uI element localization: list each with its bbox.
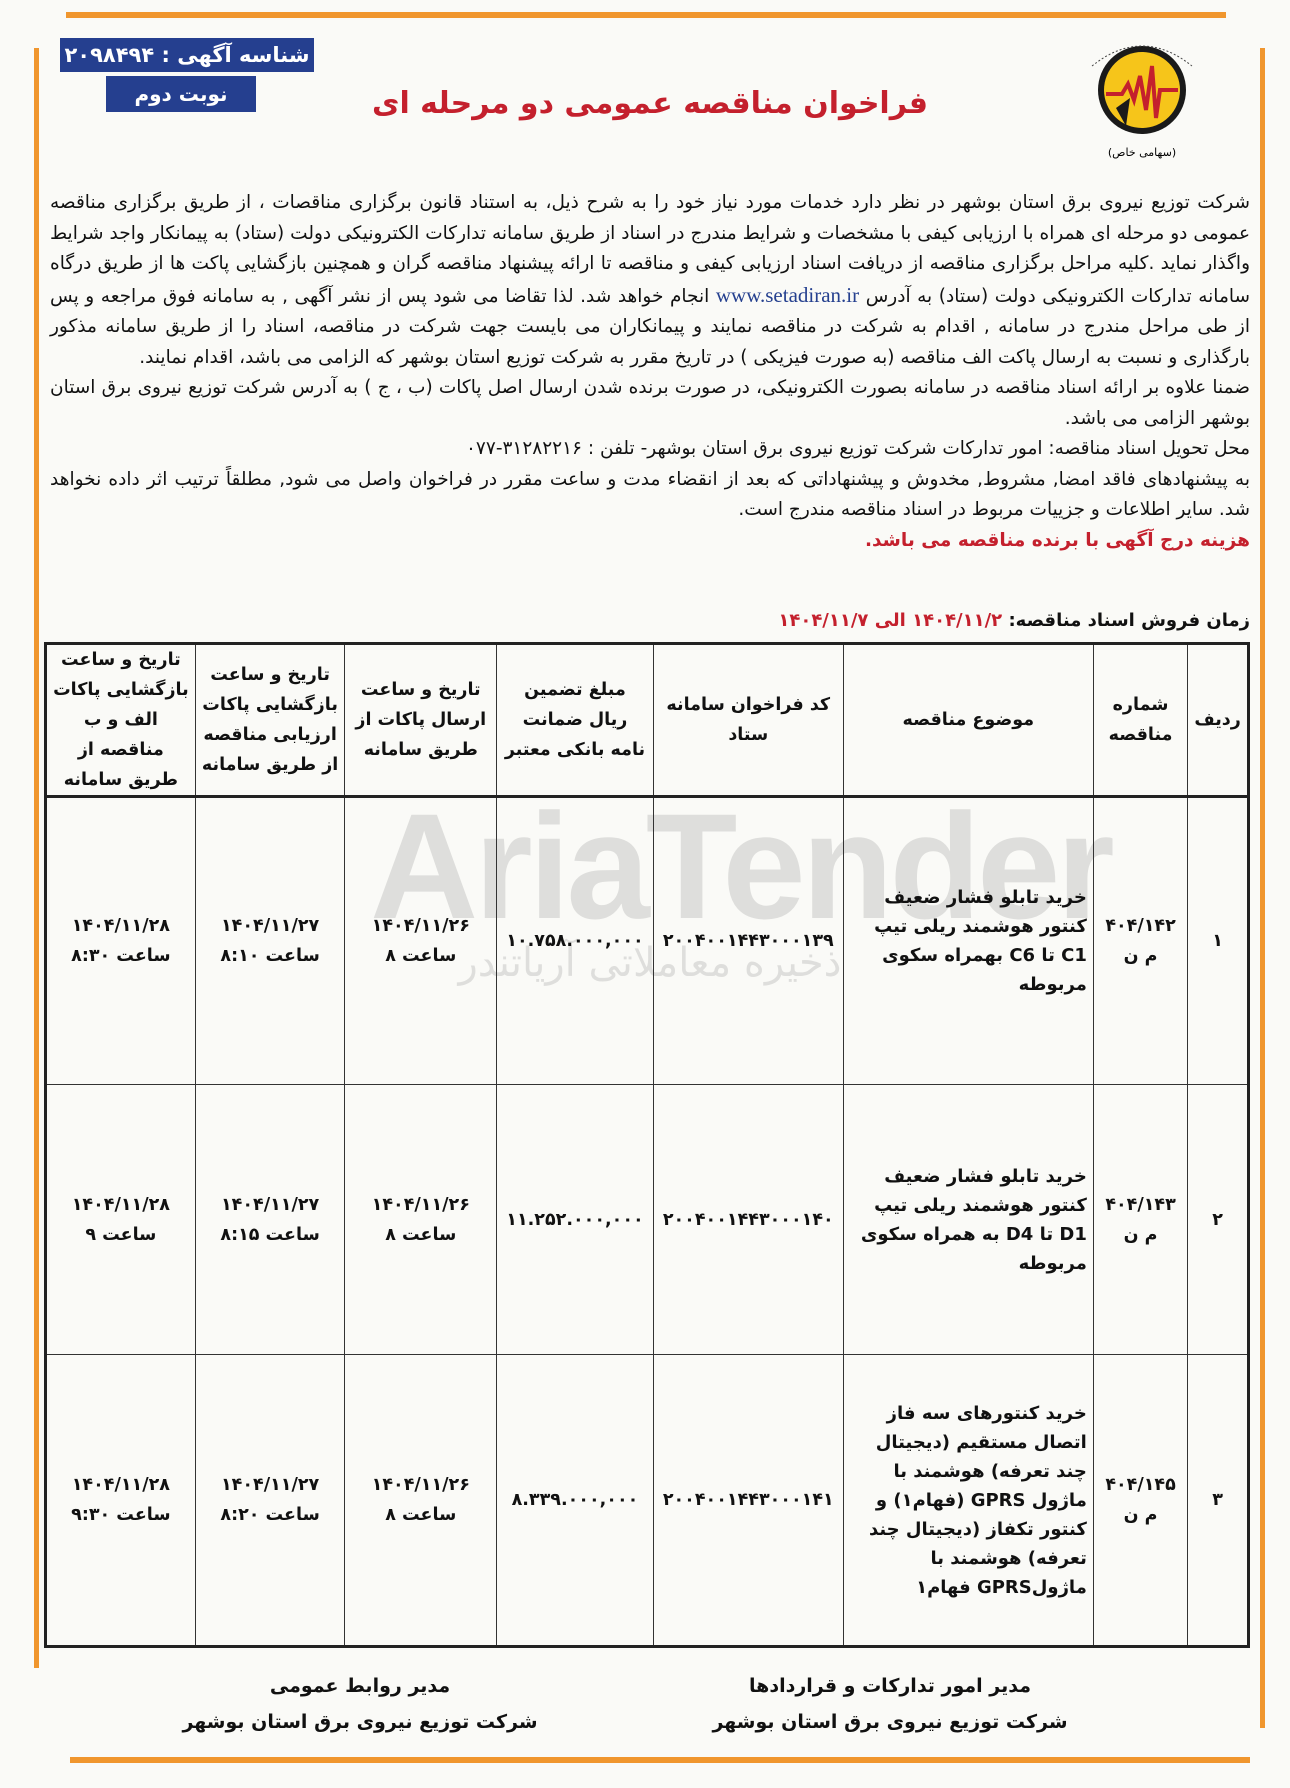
cell-code: ۲۰۰۴۰۰۱۴۴۳۰۰۰۱۴۰ xyxy=(652,1084,844,1355)
right-orange-border xyxy=(1260,48,1265,1728)
company-logo: (سهامی خاص) xyxy=(1070,36,1210,166)
sale-dates: ۱۴۰۴/۱۱/۲ الی ۱۴۰۴/۱۱/۷ xyxy=(778,610,1003,631)
header-send-date: تاریخ و ساعت ارسال پاکات از طریق سامانه xyxy=(344,643,498,797)
paragraph-main: شرکت توزیع نیروی برق استان بوشهر در نظر … xyxy=(50,188,1250,373)
cell-send: ۱۴۰۴/۱۱/۲۶ ساعت ۸ xyxy=(344,796,498,1085)
cell-eval-open: ۱۴۰۴/۱۱/۲۷ ساعت ۸:۱۰ xyxy=(194,796,346,1085)
logo-caption: (سهامی خاص) xyxy=(1108,146,1176,159)
paragraph-originals: ضمنا علاوه بر ارائه اسناد مناقصه در ساما… xyxy=(50,377,1250,429)
header-tender-number: شماره مناقصه xyxy=(1092,643,1189,797)
cell-code: ۲۰۰۴۰۰۱۴۴۳۰۰۰۱۳۹ xyxy=(652,796,844,1085)
cell-subject: خرید تابلو فشار ضعیف کنتور هوشمند ریلی ت… xyxy=(842,796,1094,1085)
sale-period: زمان فروش اسناد مناقصه: ۱۴۰۴/۱۱/۲ الی ۱۴… xyxy=(778,610,1250,631)
bottom-orange-rule xyxy=(70,1757,1250,1763)
header-subject: موضوع مناقصه xyxy=(842,643,1094,797)
table-row: ۲ ۴۰۴/۱۴۳ م ن خرید تابلو فشار ضعیف کنتور… xyxy=(45,1084,1249,1355)
signature-public-relations: مدیر روابط عمومی شرکت توزیع نیروی برق اس… xyxy=(170,1668,550,1740)
paragraph-delivery: محل تحویل اسناد مناقصه: امور تدارکات شرک… xyxy=(466,438,1250,459)
paragraph-text: انجام خواهد شد. لذا تقاضا می شود پس از ن… xyxy=(50,285,1250,368)
left-orange-border xyxy=(34,48,39,1668)
round-badge: نوبت دوم xyxy=(106,76,256,112)
header-row-index: ردیف xyxy=(1187,643,1249,797)
cell-index: ۱ xyxy=(1187,796,1249,1085)
table-row: ۳ ۴۰۴/۱۴۵ م ن خرید کنتورهای سه فاز اتصال… xyxy=(45,1354,1249,1647)
signature-procurement: مدیر امور تدارکات و قراردادها شرکت توزیع… xyxy=(690,1668,1090,1740)
setadiran-link[interactable]: www.setadiran.ir xyxy=(715,282,860,307)
cell-ab-open: ۱۴۰۴/۱۱/۲۸ ساعت ۹ xyxy=(45,1084,196,1355)
table-header-row: ردیف شماره مناقصه موضوع مناقصه کد فراخوا… xyxy=(45,643,1249,797)
cell-guarantee: ۱۱.۲۵۲.۰۰۰,۰۰۰ xyxy=(496,1084,654,1355)
cell-code: ۲۰۰۴۰۰۱۴۴۳۰۰۰۱۴۱ xyxy=(652,1354,844,1647)
cell-number: ۴۰۴/۱۴۳ م ن xyxy=(1092,1084,1189,1355)
signature-org: شرکت توزیع نیروی برق استان بوشهر xyxy=(182,1711,538,1733)
cell-ab-open: ۱۴۰۴/۱۱/۲۸ ساعت ۹:۳۰ xyxy=(45,1354,196,1647)
cell-eval-open: ۱۴۰۴/۱۱/۲۷ ساعت ۸:۲۰ xyxy=(194,1354,346,1647)
cell-index: ۲ xyxy=(1187,1084,1249,1355)
paragraph-conditions: به پیشنهادهای فاقد امضا, مشروط, مخدوش و … xyxy=(50,468,1250,521)
cell-send: ۱۴۰۴/۱۱/۲۶ ساعت ۸ xyxy=(344,1354,498,1647)
header-setad-code: کد فراخوان سامانه ستاد xyxy=(652,643,844,797)
cell-subject: خرید تابلو فشار ضعیف کنتور هوشمند ریلی ت… xyxy=(842,1084,1094,1355)
cell-number: ۴۰۴/۱۴۲ م ن xyxy=(1092,796,1189,1085)
table-row: ۱ ۴۰۴/۱۴۲ م ن خرید تابلو فشار ضعیف کنتور… xyxy=(45,796,1249,1085)
cell-number: ۴۰۴/۱۴۵ م ن xyxy=(1092,1354,1189,1647)
header-guarantee: مبلغ تضمین ریال ضمانت نامه بانکی معتبر xyxy=(496,643,654,797)
page-title: فراخوان مناقصه عمومی دو مرحله ای xyxy=(371,86,929,121)
paragraph-text: شرکت توزیع نیروی برق استان بوشهر در نظر … xyxy=(50,192,1250,307)
ad-id-badge: شناسه آگهی : ۲۰۹۸۴۹۴ xyxy=(60,38,314,72)
cell-guarantee: ۱۰.۷۵۸.۰۰۰,۰۰۰ xyxy=(496,796,654,1085)
cell-send: ۱۴۰۴/۱۱/۲۶ ساعت ۸ xyxy=(344,1084,498,1355)
header-ab-open-date: تاریخ و ساعت بازگشایی پاکات الف و ب مناق… xyxy=(45,643,196,797)
top-orange-rule xyxy=(66,12,1226,18)
cell-ab-open: ۱۴۰۴/۱۱/۲۸ ساعت ۸:۳۰ xyxy=(45,796,196,1085)
header-eval-open-date: تاریخ و ساعت بازگشایی پاکات ارزیابی مناق… xyxy=(194,643,346,797)
lightning-logo-icon: (سهامی خاص) xyxy=(1091,45,1193,159)
sale-label: زمان فروش اسناد مناقصه: xyxy=(1008,610,1250,631)
cost-notice: هزینه درج آگهی با برنده مناقصه می باشد. xyxy=(864,529,1250,551)
cell-eval-open: ۱۴۰۴/۱۱/۲۷ ساعت ۸:۱۵ xyxy=(194,1084,346,1355)
signature-title: مدیر روابط عمومی xyxy=(269,1675,451,1697)
tender-table: ردیف شماره مناقصه موضوع مناقصه کد فراخوا… xyxy=(44,642,1250,1648)
announcement-body: شرکت توزیع نیروی برق استان بوشهر در نظر … xyxy=(50,188,1250,556)
cell-subject: خرید کنتورهای سه فاز اتصال مستقیم (دیجیت… xyxy=(842,1354,1094,1647)
signature-title: مدیر امور تدارکات و قراردادها xyxy=(749,1675,1031,1697)
signature-org: شرکت توزیع نیروی برق استان بوشهر xyxy=(712,1711,1068,1733)
cell-guarantee: ۸.۳۳۹.۰۰۰,۰۰۰ xyxy=(496,1354,654,1647)
cell-index: ۳ xyxy=(1187,1354,1249,1647)
